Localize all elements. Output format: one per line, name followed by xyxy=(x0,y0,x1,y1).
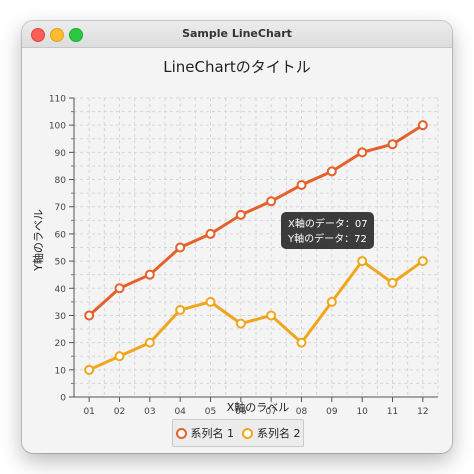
series-2-point[interactable] xyxy=(114,351,125,362)
series-1-point[interactable] xyxy=(357,147,368,158)
y-tick-label: 60 xyxy=(55,230,67,240)
y-tick-label: 80 xyxy=(55,176,67,186)
legend-symbol-series-1 xyxy=(175,427,187,439)
x-tick-label: 12 xyxy=(417,407,428,417)
data-tooltip: X軸のデータ：07 Y軸のデータ：72 xyxy=(281,212,374,249)
legend-label-series-2: 系列名 2 xyxy=(257,427,301,440)
y-tick-label: 70 xyxy=(55,203,67,213)
x-tick-label: 05 xyxy=(205,407,216,417)
y-tick-label: 20 xyxy=(55,339,67,349)
x-tick-label: 11 xyxy=(387,407,398,417)
tooltip-line-2: Y軸のデータ：72 xyxy=(287,232,367,245)
x-tick-label: 08 xyxy=(296,407,308,417)
y-axis-label: Y軸のラベル xyxy=(31,209,45,272)
x-axis-label: X軸のラベル xyxy=(227,400,290,414)
y-tick-label: 110 xyxy=(49,95,66,105)
series-2-point[interactable] xyxy=(144,337,155,348)
x-tick-label: 04 xyxy=(174,407,186,417)
series-1-point[interactable] xyxy=(144,269,155,280)
series-1-point[interactable] xyxy=(114,283,125,294)
x-tick-label: 03 xyxy=(144,407,155,417)
series-1-point[interactable] xyxy=(235,209,246,220)
legend-item-series-2[interactable]: 系列名 2 xyxy=(242,425,301,441)
x-tick-label: 09 xyxy=(326,407,338,417)
series-2-point[interactable] xyxy=(417,256,428,267)
chart-title: LineChartのタイトル xyxy=(163,58,310,76)
legend-label-series-1: 系列名 1 xyxy=(190,427,235,440)
series-2-point[interactable] xyxy=(175,305,186,316)
series-1-point[interactable] xyxy=(417,120,428,131)
line-chart: LineChartのタイトル 0102030405060708090100110… xyxy=(31,58,439,417)
series-2-point[interactable] xyxy=(205,296,216,307)
y-tick-label: 40 xyxy=(55,285,67,295)
series-1-line xyxy=(88,123,424,317)
tooltip-line-1: X軸のデータ：07 xyxy=(288,217,368,230)
series-2-line xyxy=(88,259,424,372)
series-2-point[interactable] xyxy=(357,256,368,267)
y-tick-label: 100 xyxy=(49,122,66,132)
series-2-point[interactable] xyxy=(296,337,307,348)
series-2-point[interactable] xyxy=(266,310,277,321)
y-tick-label: 50 xyxy=(55,258,67,268)
series-2 xyxy=(84,256,428,375)
minimize-button[interactable] xyxy=(50,28,64,42)
series-1-point[interactable] xyxy=(266,196,277,207)
x-tick-label: 01 xyxy=(83,407,94,417)
x-tick-label: 06 xyxy=(235,407,247,417)
y-tick-label: 0 xyxy=(60,394,66,404)
x-tick-label: 10 xyxy=(356,407,368,417)
close-button[interactable] xyxy=(31,28,45,42)
x-tick-label: 02 xyxy=(114,407,125,417)
window-title: Sample LineChart xyxy=(182,27,292,40)
title-bar[interactable]: Sample LineChart xyxy=(22,21,452,48)
legend-item-series-1[interactable]: 系列名 1 xyxy=(175,425,235,441)
y-tick-label: 10 xyxy=(55,366,67,376)
series-1-point[interactable] xyxy=(296,179,307,190)
series-1-point[interactable] xyxy=(175,242,186,253)
series-2-point[interactable] xyxy=(387,277,398,288)
series-1-point[interactable] xyxy=(387,139,398,150)
zoom-button[interactable] xyxy=(69,28,83,42)
axes: 0 10 20 30 40 50 60 70 80 90 100 110 01 02 03 04 05 06 07 0… xyxy=(49,95,438,417)
app-window: Sample LineChart LineChartのタイトル 0 10 20 30 4… xyxy=(22,21,452,453)
tooltip-background xyxy=(281,212,374,249)
series-1-point[interactable] xyxy=(326,166,337,177)
series-1 xyxy=(84,120,428,321)
series-1-point[interactable] xyxy=(84,310,95,321)
legend: 系列名 1 系列名 2 xyxy=(172,419,304,447)
series-2-point[interactable] xyxy=(326,296,337,307)
y-tick-label: 90 xyxy=(55,149,67,159)
series-2-point[interactable] xyxy=(235,318,246,329)
y-tick-label: 30 xyxy=(55,312,67,322)
series-layer xyxy=(84,120,428,375)
series-2-point[interactable] xyxy=(84,364,95,375)
series-1-point[interactable] xyxy=(205,228,216,239)
legend-symbol-series-2 xyxy=(242,427,253,439)
x-tick-label: 07 xyxy=(265,407,276,417)
